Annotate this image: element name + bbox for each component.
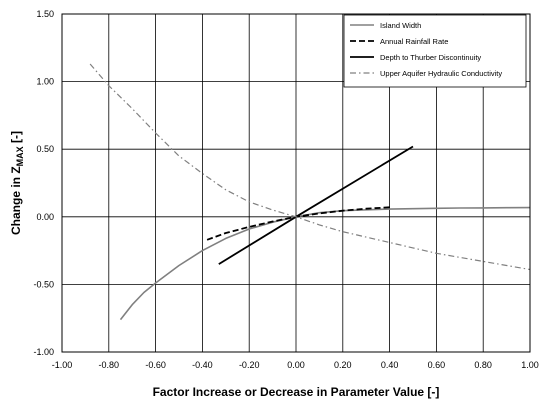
y-axis-title-suffix: [-] — [9, 131, 23, 146]
x-tick-label: -0.60 — [145, 360, 166, 370]
y-axis-title: Change in ZMAX [-] — [9, 131, 25, 235]
x-tick-labels: -1.00 -0.80 -0.60 -0.40 -0.20 0.00 0.20 0.40 0.6… — [52, 360, 539, 370]
x-tick-label: -0.20 — [239, 360, 260, 370]
legend: Island Width Annual Rainfall Rate Depth to… — [343, 14, 527, 88]
x-tick-label: 0.80 — [474, 360, 492, 370]
legend-label: Island Width — [380, 21, 421, 30]
x-tick-label: -0.40 — [192, 360, 213, 370]
x-tick-label: 0.00 — [287, 360, 305, 370]
y-tick-label: 1.00 — [36, 77, 54, 87]
y-tick-label: -0.50 — [33, 279, 54, 289]
x-tick-label: 1.00 — [521, 360, 539, 370]
x-tick-label: -0.80 — [99, 360, 120, 370]
y-tick-label: -1.00 — [33, 347, 54, 357]
y-tick-label: 0.00 — [36, 212, 54, 222]
plot-area-border — [61, 13, 531, 353]
legend-box — [343, 14, 527, 88]
x-tick-label: 0.60 — [428, 360, 446, 370]
legend-label: Upper Aquifer Hydraulic Conductivity — [380, 69, 502, 78]
y-axis-title-subscript: MAX — [15, 146, 25, 166]
y-tick-label: 1.50 — [36, 9, 54, 19]
legend-label: Depth to Thurber Discontinuity — [380, 53, 481, 62]
x-tick-label: 0.40 — [381, 360, 399, 370]
x-tick-label: -1.00 — [52, 360, 73, 370]
y-tick-labels: -1.00 -0.50 0.00 0.50 1.00 1.50 — [33, 9, 54, 357]
series-lines — [89, 63, 531, 321]
y-tick-label: 0.50 — [36, 144, 54, 154]
series-line-upper-aquifer-hydraulic-conductivity — [89, 63, 531, 271]
y-axis-title-main: Change in Z — [9, 166, 23, 235]
legend-label: Annual Rainfall Rate — [380, 37, 448, 46]
x-tick-label: 0.20 — [334, 360, 352, 370]
x-axis-title: Factor Increase or Decrease in Parameter… — [153, 385, 440, 399]
